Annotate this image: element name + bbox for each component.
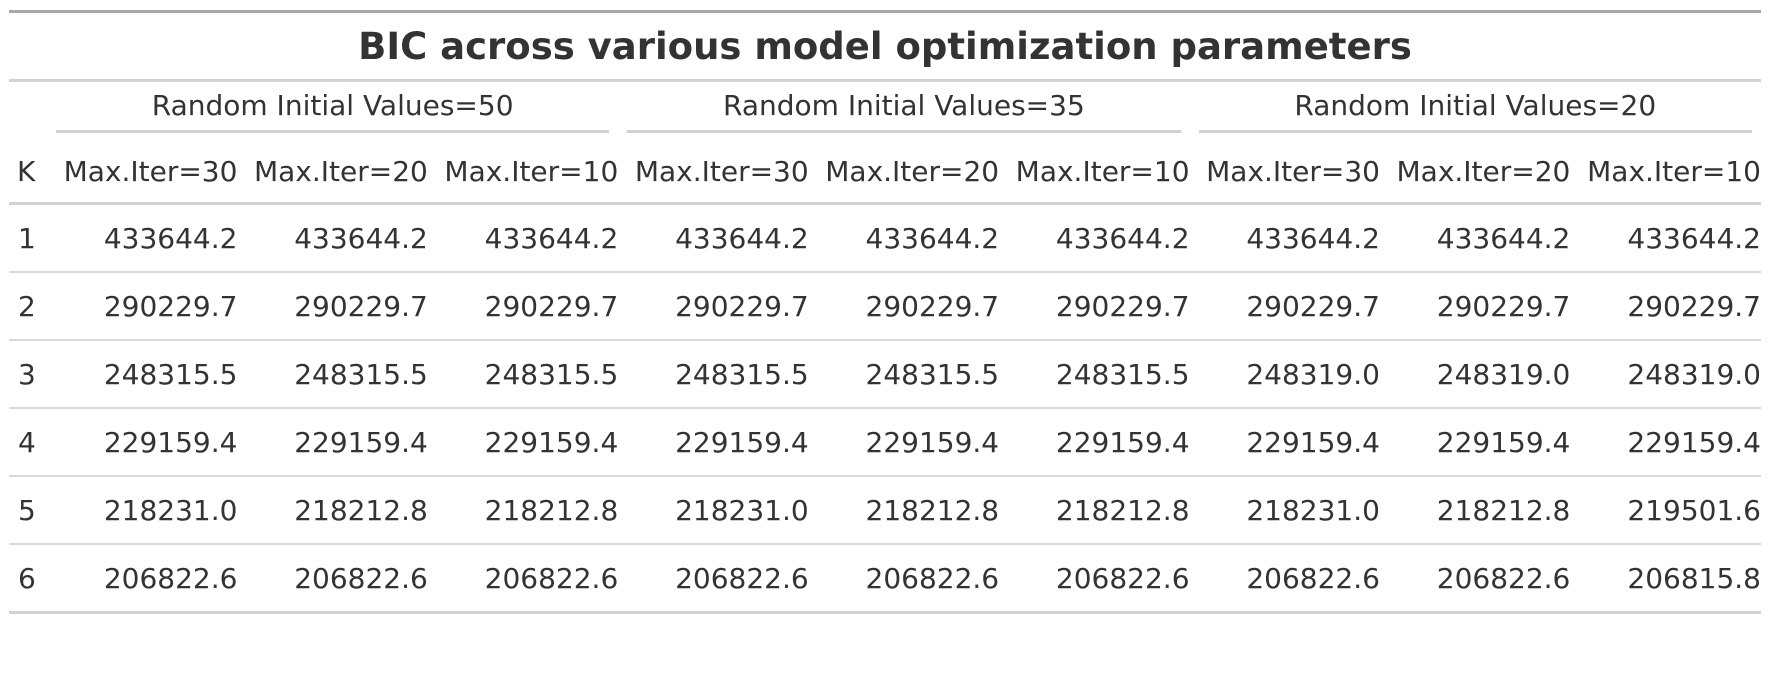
k-column-header: K: [9, 140, 47, 205]
column-header: Max.Iter=20: [237, 140, 428, 205]
column-header: Max.Iter=30: [47, 140, 238, 205]
table-row: 4 229159.4 229159.4 229159.4 229159.4 229159.…: [9, 407, 1761, 476]
column-header: Max.Iter=20: [808, 140, 1000, 205]
spanner-row: Random Initial Values=50 Random Initial V…: [9, 81, 1761, 141]
bic-value-cell: 206822.6: [427, 543, 619, 613]
column-header: Max.Iter=30: [618, 140, 809, 205]
column-header: Max.Iter=10: [1570, 140, 1761, 205]
bic-value-cell: 206822.6: [618, 543, 809, 613]
bic-value-cell: 433644.2: [103, 221, 238, 255]
bic-value-cell: 248315.5: [237, 339, 428, 408]
bic-value-cell: 290229.7: [999, 271, 1190, 340]
bic-value-cell: 219501.6: [1570, 475, 1761, 544]
bic-value-cell: 248319.0: [1189, 339, 1380, 408]
bic-value-cell: 206822.6: [1379, 543, 1571, 613]
bic-value-cell: 229159.4: [427, 407, 619, 476]
table-title: BIC across various model optimization pa…: [9, 11, 1761, 82]
bic-value-cell: 290229.7: [47, 271, 238, 340]
table-row: 6 206822.6 206822.6 206822.6 206822.6 206822.…: [9, 543, 1761, 613]
bic-value-cell: 206822.6: [47, 543, 238, 613]
bic-value-cell: 229159.4: [808, 407, 1000, 476]
bic-value-cell: 229159.4: [1379, 407, 1571, 476]
bic-value-cell: 433644.2: [1436, 221, 1571, 255]
k-cell: 1: [18, 221, 36, 255]
group-spanner-label: Random Initial Values=50: [56, 89, 610, 133]
table-row: 5 218231.0 218212.8 218212.8 218231.0 218212.…: [9, 475, 1761, 544]
bic-value-cell: 433644.2: [675, 221, 809, 255]
bic-value-cell: 229159.4: [618, 407, 809, 476]
bic-value-cell: 290229.7: [1379, 271, 1571, 340]
bic-value-cell: 433644.2: [1246, 221, 1380, 255]
bic-value-cell: 248315.5: [47, 339, 238, 408]
bic-value-cell: 290229.7: [618, 271, 809, 340]
group-spanner: Random Initial Values=35: [618, 81, 1189, 141]
bic-value-cell: 218212.8: [808, 475, 1000, 544]
table-row: 1 433644.2 433644.2 433644.2 433644.2 433644.…: [9, 204, 1761, 273]
spanner-empty-cell: [9, 81, 47, 141]
k-cell: 6: [9, 543, 47, 613]
column-header: Max.Iter=20: [1379, 140, 1571, 205]
column-header: Max.Iter=10: [999, 140, 1190, 205]
bic-value-cell: 218231.0: [1189, 475, 1380, 544]
bic-table: BIC across various model optimization pa…: [9, 10, 1761, 614]
bic-value-cell: 229159.4: [47, 407, 238, 476]
bic-value-cell: 248319.0: [1379, 339, 1571, 408]
bic-value-cell: 433644.2: [1055, 221, 1190, 255]
k-cell: 3: [9, 339, 47, 408]
bic-value-cell: 218231.0: [618, 475, 809, 544]
bic-value-cell: 290229.7: [808, 271, 1000, 340]
bic-value-cell: 206815.8: [1570, 543, 1761, 613]
bic-value-cell: 218231.0: [47, 475, 238, 544]
bic-value-cell: 290229.7: [237, 271, 428, 340]
group-spanner: Random Initial Values=50: [47, 81, 618, 141]
bic-value-cell: 206822.6: [999, 543, 1190, 613]
bic-value-cell: 229159.4: [1570, 407, 1761, 476]
group-spanner-label: Random Initial Values=20: [1198, 89, 1752, 133]
bic-value-cell: 206822.6: [237, 543, 428, 613]
table-row: 3 248315.5 248315.5 248315.5 248315.5 248315.…: [9, 339, 1761, 408]
bic-value-cell: 290229.7: [1570, 271, 1761, 340]
bic-value-cell: 206822.6: [1189, 543, 1380, 613]
group-spanner: Random Initial Values=20: [1190, 81, 1761, 141]
bic-value-cell: 290229.7: [427, 271, 619, 340]
bic-value-cell: 229159.4: [237, 407, 428, 476]
bic-value-cell: 433644.2: [484, 221, 619, 255]
k-cell: 5: [9, 475, 47, 544]
column-header-row: K Max.Iter=30 Max.Iter=20 Max.Iter=10 Max.I…: [9, 140, 1761, 205]
bic-value-cell: 248319.0: [1570, 339, 1761, 408]
bic-value-cell: 290229.7: [1189, 271, 1380, 340]
bic-value-cell: 248315.5: [808, 339, 1000, 408]
bic-value-cell: 433644.2: [865, 221, 1000, 255]
bic-value-cell: 433644.2: [1627, 221, 1761, 255]
bic-value-cell: 248315.5: [618, 339, 809, 408]
column-header: Max.Iter=30: [1189, 140, 1380, 205]
bic-value-cell: 433644.2: [294, 221, 428, 255]
table-row: 2 290229.7 290229.7 290229.7 290229.7 290229.…: [9, 271, 1761, 340]
k-cell: 2: [9, 271, 47, 340]
bic-value-cell: 218212.8: [1379, 475, 1571, 544]
table-header: BIC across various model optimization pa…: [9, 11, 1761, 205]
bic-value-cell: 218212.8: [427, 475, 619, 544]
bic-value-cell: 229159.4: [1189, 407, 1380, 476]
bic-value-cell: 229159.4: [999, 407, 1190, 476]
group-spanner-label: Random Initial Values=35: [627, 89, 1181, 133]
bic-value-cell: 218212.8: [999, 475, 1190, 544]
bic-value-cell: 206822.6: [808, 543, 1000, 613]
table-body: 1 433644.2 433644.2 433644.2 433644.2 433644.…: [9, 204, 1761, 613]
bic-value-cell: 218212.8: [237, 475, 428, 544]
column-header: Max.Iter=10: [427, 140, 619, 205]
bic-value-cell: 248315.5: [999, 339, 1190, 408]
bic-value-cell: 248315.5: [427, 339, 619, 408]
title-row: BIC across various model optimization pa…: [9, 11, 1761, 82]
k-cell: 4: [9, 407, 47, 476]
